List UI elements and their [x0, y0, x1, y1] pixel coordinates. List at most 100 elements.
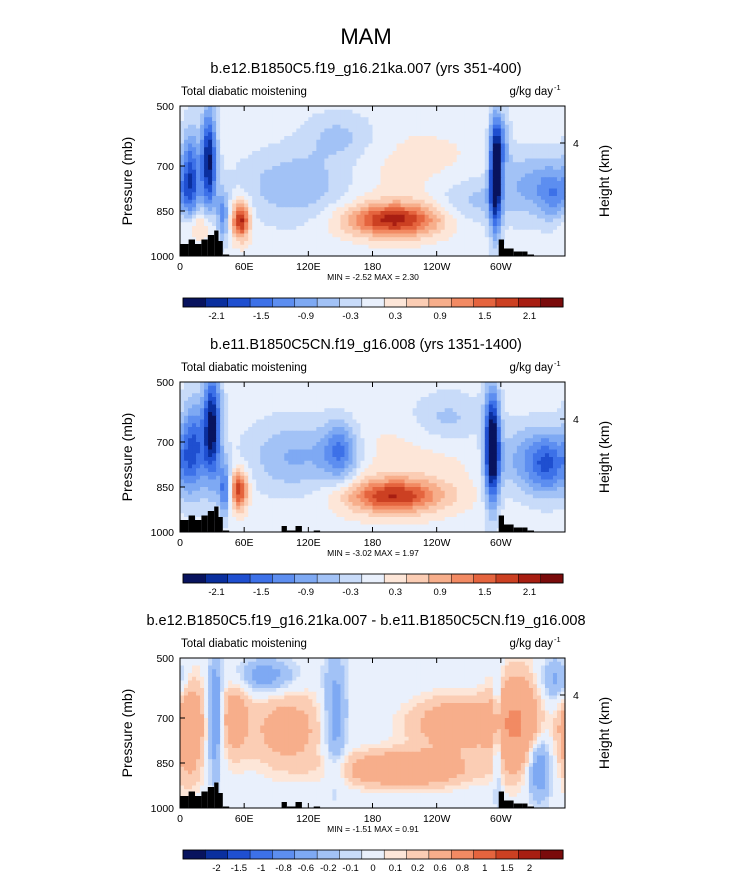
contour-cell — [228, 117, 233, 122]
contour-cell — [392, 124, 398, 130]
contour-cell — [280, 382, 285, 387]
contour-cell — [344, 397, 350, 402]
contour-cell — [232, 408, 237, 413]
contour-cell — [456, 252, 462, 257]
contour-cell — [420, 143, 426, 148]
contour-cell — [280, 132, 285, 137]
contour-cell — [232, 233, 237, 238]
contour-cell — [356, 241, 362, 246]
contour-cell — [544, 147, 550, 152]
contour-cell — [188, 207, 193, 212]
contour-cell — [268, 113, 273, 118]
contour-cell — [268, 207, 273, 212]
contour-cell — [256, 121, 261, 126]
contour-cell — [428, 117, 434, 122]
contour-cell — [240, 214, 245, 220]
contour-cell — [520, 226, 526, 231]
contour-cell — [456, 412, 462, 417]
contour-cell — [196, 423, 201, 428]
contour-cell — [476, 162, 482, 167]
contour-cell — [292, 166, 297, 171]
contour-cell — [340, 226, 346, 231]
contour-cell — [264, 147, 269, 152]
contour-cell — [540, 109, 546, 115]
contour-cell — [260, 244, 265, 250]
contour-cell — [528, 184, 534, 190]
contour-cell — [296, 415, 301, 421]
units-exponent: -1 — [554, 359, 561, 368]
contour-cell — [196, 184, 201, 190]
contour-cell — [384, 415, 390, 421]
contour-cell — [544, 109, 550, 115]
contour-cell — [452, 404, 458, 409]
contour-cell — [340, 192, 346, 197]
contour-cell — [300, 389, 305, 394]
contour-cell — [320, 132, 325, 137]
contour-cell — [352, 162, 358, 167]
contour-cell — [268, 128, 273, 133]
contour-cell — [428, 389, 434, 394]
contour-cell — [444, 154, 450, 160]
contour-cell — [376, 143, 382, 148]
contour-cell — [200, 393, 205, 398]
contour-cell — [340, 412, 346, 417]
contour-cell — [528, 412, 534, 417]
contour-cell — [500, 143, 506, 148]
contour-cell — [404, 244, 410, 250]
contour-cell — [388, 207, 394, 212]
contour-cell — [284, 203, 289, 208]
contour-cell — [284, 241, 289, 246]
contour-cell — [236, 136, 241, 141]
contour-cell — [328, 226, 333, 231]
contour-cell — [272, 173, 277, 178]
contour-cell — [448, 226, 454, 231]
contour-cell — [208, 151, 213, 156]
contour-cell — [384, 222, 390, 227]
contour-cell — [364, 229, 370, 235]
contour-cell — [544, 382, 550, 387]
contour-cell — [224, 397, 229, 402]
contour-cell — [244, 233, 249, 238]
contour-cell — [240, 106, 245, 111]
contour-cell — [400, 196, 406, 201]
contour-cell — [456, 237, 462, 242]
contour-cell — [204, 162, 209, 167]
contour-cell — [320, 412, 325, 417]
contour-cell — [444, 139, 450, 145]
contour-cell — [404, 412, 410, 417]
contour-cell — [396, 181, 402, 186]
contour-cell — [216, 154, 221, 160]
contour-cell — [348, 121, 354, 126]
contour-cell — [548, 143, 554, 148]
contour-cell — [384, 184, 390, 190]
contour-cell — [548, 233, 554, 238]
contour-cell — [320, 385, 325, 391]
contour-cell — [400, 151, 406, 156]
contour-cell — [180, 147, 185, 152]
contour-cell — [256, 214, 261, 220]
contour-cell — [540, 382, 546, 387]
contour-cell — [364, 132, 370, 137]
contour-cell — [328, 415, 333, 421]
contour-cell — [420, 181, 426, 186]
contour-cell — [208, 404, 213, 409]
contour-cell — [264, 207, 269, 212]
contour-cell — [276, 181, 281, 186]
contour-cell — [376, 162, 382, 167]
contour-cell — [320, 199, 325, 205]
contour-cell — [380, 382, 386, 387]
contour-cell — [428, 207, 434, 212]
contour-cell — [276, 113, 281, 118]
contour-cell — [328, 143, 333, 148]
contour-cell — [416, 400, 422, 406]
contour-cell — [240, 248, 245, 253]
contour-cell — [344, 252, 350, 257]
contour-cell — [292, 237, 297, 242]
contour-cell — [224, 226, 229, 231]
contour-cell — [556, 177, 562, 182]
contour-cell — [260, 177, 265, 182]
contour-cell — [360, 237, 366, 242]
contour-cell — [208, 229, 213, 235]
contour-cell — [444, 196, 450, 201]
contour-cell — [348, 226, 354, 231]
